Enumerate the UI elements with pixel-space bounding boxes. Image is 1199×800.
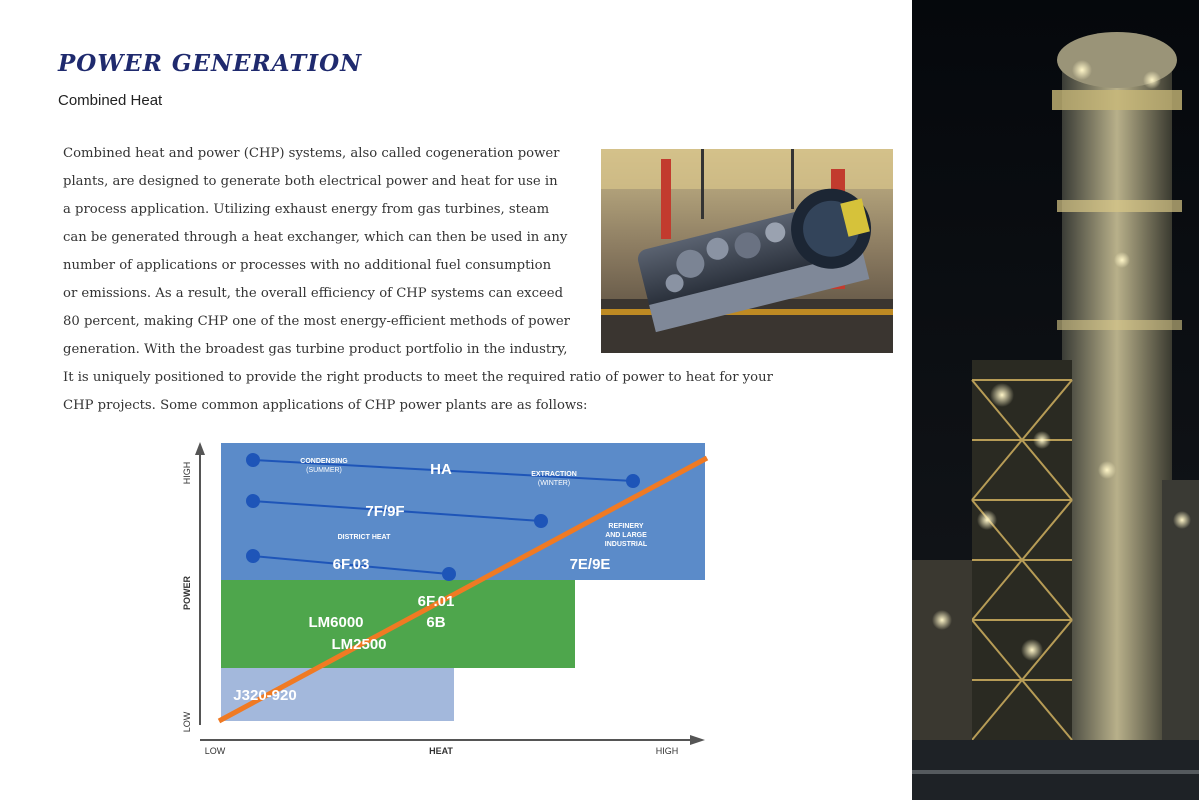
label-lm2500: LM2500: [331, 636, 386, 653]
body-line: a process application. Utilizing exhaust…: [63, 202, 550, 217]
page-subtitle: Combined Heat: [58, 92, 163, 109]
label-6f01: 6F.01: [418, 593, 455, 610]
y-tick-high: HIGH: [182, 462, 192, 485]
annotation-refinery: AND LARGE: [605, 532, 647, 539]
label-6f03: 6F.03: [333, 556, 370, 573]
curve-point: [246, 453, 260, 467]
body-line: can be generated through a heat exchange…: [63, 230, 568, 245]
curve-point: [442, 567, 456, 581]
annotation-district-heat: DISTRICT HEAT: [338, 534, 391, 541]
power-heat-chart: HA 7F/9F 6F.03 7E/9E 6F.01 LM6000 6B LM2…: [160, 430, 720, 770]
x-tick-heat: HEAT: [429, 746, 453, 756]
y-tick-low: LOW: [182, 711, 192, 732]
body-line: generation. With the broadest gas turbin…: [63, 342, 568, 357]
curve-point: [246, 549, 260, 563]
annotation-extraction-sub: (WINTER): [538, 480, 570, 487]
annotation-refinery: REFINERY: [608, 523, 643, 530]
trend-line: [217, 455, 709, 724]
body-line: Combined heat and power (CHP) systems, a…: [63, 146, 560, 161]
region-light: [221, 668, 454, 721]
body-paragraph: Combined heat and power (CHP) systems, a…: [63, 140, 803, 420]
curve-point: [246, 494, 260, 508]
label-6b: 6B: [426, 614, 445, 631]
y-tick-power: POWER: [182, 576, 192, 611]
body-line: 80 percent, making CHP one of the most e…: [63, 314, 570, 329]
label-ha: HA: [430, 461, 452, 478]
page-title: POWER GENERATION: [58, 50, 363, 77]
body-line: plants, are designed to generate both el…: [63, 174, 558, 189]
body-line: or emissions. As a result, the overall e…: [63, 286, 564, 301]
body-line: CHP projects. Some common applications o…: [63, 398, 588, 413]
label-lm6000: LM6000: [308, 614, 363, 631]
x-tick-high: HIGH: [656, 746, 679, 756]
region-blue: [221, 443, 705, 580]
body-line: number of applications or processes with…: [63, 258, 552, 273]
annotation-condensing-sub: (SUMMER): [306, 467, 342, 474]
curve-point: [626, 474, 640, 488]
annotation-condensing: CONDENSING: [300, 458, 348, 465]
annotation-refinery: INDUSTRIAL: [605, 541, 648, 548]
label-7e9e: 7E/9E: [570, 556, 611, 573]
body-line: It is uniquely positioned to provide the…: [63, 370, 773, 385]
annotation-extraction: EXTRACTION: [531, 471, 577, 478]
label-7f9f: 7F/9F: [365, 503, 404, 520]
power-plant-photo: [912, 0, 1199, 800]
x-tick-low: LOW: [205, 746, 226, 756]
curve-point: [534, 514, 548, 528]
turbine-photo: [601, 149, 893, 353]
label-j320: J320-920: [233, 687, 296, 704]
